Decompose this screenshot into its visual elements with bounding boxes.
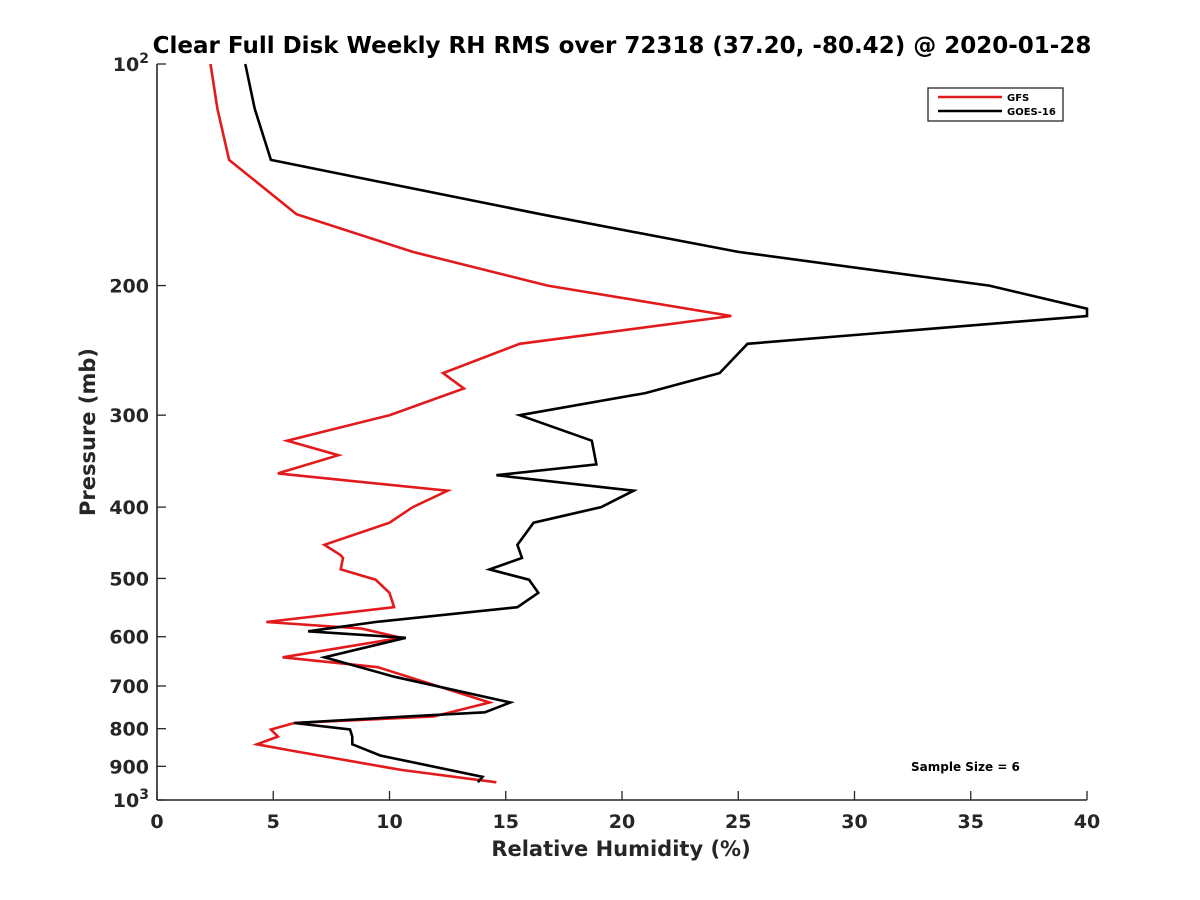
x-tick-label: 5 bbox=[267, 811, 280, 833]
y-tick-label: 800 bbox=[109, 719, 149, 741]
sample-size-annotation: Sample Size = 6 bbox=[911, 760, 1020, 774]
y-tick-label-base: 600 bbox=[109, 627, 149, 649]
y-tick-label: 400 bbox=[109, 497, 149, 519]
series-lines bbox=[209, 63, 1089, 784]
y-tick-label: 500 bbox=[109, 568, 149, 590]
x-tick-label: 10 bbox=[376, 811, 402, 833]
x-tick-label: 0 bbox=[150, 811, 163, 833]
y-tick-label: 200 bbox=[109, 276, 149, 298]
x-tick-label: 15 bbox=[493, 811, 519, 833]
legend-box bbox=[927, 87, 1064, 122]
y-tick-label: 900 bbox=[109, 756, 149, 778]
y-tick-label-base: 10 bbox=[113, 54, 139, 76]
y-tick-label-base: 500 bbox=[109, 568, 149, 590]
y-tick-label: 600 bbox=[109, 627, 149, 649]
y-tick-label: 700 bbox=[109, 676, 149, 698]
series-line-goes-16 bbox=[244, 63, 1089, 784]
legend: GFS GOES-16 bbox=[927, 87, 1064, 122]
y-tick-label: 103 bbox=[113, 787, 149, 812]
x-tick-label: 30 bbox=[841, 811, 867, 833]
y-tick-label-base: 300 bbox=[109, 405, 149, 427]
chart-title: Clear Full Disk Weekly RH RMS over 72318… bbox=[153, 33, 1092, 59]
y-tick-label: 102 bbox=[113, 51, 149, 76]
y-tick-label-base: 800 bbox=[109, 719, 149, 741]
x-tick-label: 40 bbox=[1074, 811, 1100, 833]
x-ticks: 0 5 10 15 20 25 30 35 40 bbox=[150, 791, 1100, 833]
y-tick-label-base: 900 bbox=[109, 756, 149, 778]
x-tick-label: 35 bbox=[958, 811, 984, 833]
y-tick-label: 300 bbox=[109, 405, 149, 427]
y-tick-label-base: 700 bbox=[109, 676, 149, 698]
y-tick-label-exponent: 2 bbox=[139, 51, 149, 67]
series-line-gfs bbox=[209, 63, 732, 784]
y-tick-label-base: 400 bbox=[109, 497, 149, 519]
y-tick-label-base: 200 bbox=[109, 276, 149, 298]
x-axis-label: Relative Humidity (%) bbox=[491, 837, 750, 861]
x-tick-label: 25 bbox=[725, 811, 751, 833]
x-tick-label: 20 bbox=[609, 811, 635, 833]
y-tick-label-base: 10 bbox=[113, 790, 139, 812]
y-axis-label: Pressure (mb) bbox=[76, 348, 100, 516]
legend-label-goes16: GOES-16 bbox=[1007, 107, 1056, 118]
y-tick-label-exponent: 3 bbox=[139, 787, 149, 803]
legend-label-gfs: GFS bbox=[1007, 93, 1029, 104]
plot-area: 0 5 10 15 20 25 30 35 40 10220030040050060070080… bbox=[109, 51, 1100, 833]
